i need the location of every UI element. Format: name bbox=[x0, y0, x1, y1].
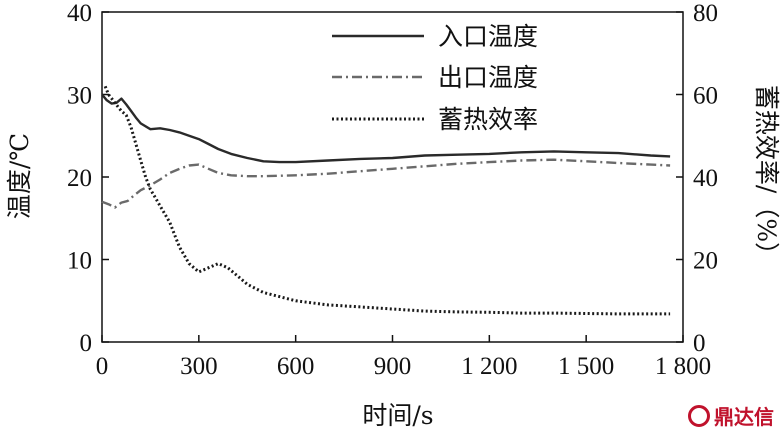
y-right-tick-label: 0 bbox=[693, 330, 706, 357]
y-left-tick-label: 0 bbox=[80, 330, 93, 357]
y-left-tick-label: 10 bbox=[67, 248, 92, 275]
x-tick-label: 300 bbox=[180, 353, 218, 380]
legend-label: 蓄热效率 bbox=[438, 105, 538, 134]
y-left-tick-label: 20 bbox=[67, 165, 92, 192]
plot-frame bbox=[101, 11, 684, 343]
x-tick-label: 600 bbox=[277, 353, 315, 380]
x-tick-label: 900 bbox=[374, 353, 412, 380]
y-right-tick-label: 20 bbox=[693, 248, 718, 275]
y-right-tick-label: 80 bbox=[693, 0, 718, 27]
y-left-tick-label: 30 bbox=[67, 83, 92, 110]
y-left-tick-label: 40 bbox=[67, 0, 92, 27]
x-tick-label: 0 bbox=[96, 353, 109, 380]
legend-label: 入口温度 bbox=[438, 22, 538, 51]
x-tick-label: 1 200 bbox=[461, 353, 517, 380]
watermark: 鼎达信 bbox=[688, 401, 774, 430]
x-tick-label: 1 500 bbox=[558, 353, 614, 380]
x-axis-title: 时间/s bbox=[362, 401, 433, 430]
legend-label: 出口温度 bbox=[438, 63, 538, 92]
y-right-tick-label: 60 bbox=[693, 83, 718, 110]
x-tick-label: 1 800 bbox=[655, 353, 711, 380]
y-axis-right-title: 蓄热效率/（%） bbox=[752, 85, 781, 267]
chart-series-layer bbox=[101, 85, 671, 316]
series-line-2 bbox=[101, 158, 671, 209]
watermark-text: 鼎达信 bbox=[714, 405, 774, 429]
watermark-logo-icon bbox=[688, 404, 710, 427]
y-right-tick-label: 40 bbox=[693, 165, 718, 192]
series-line-3 bbox=[103, 85, 671, 316]
chart-axes: 0 300 600 900 1 200 1 500 1 800010203040020406… bbox=[67, 0, 718, 380]
series-line-1 bbox=[101, 93, 671, 164]
y-axis-left-title: 温度/℃ bbox=[5, 133, 34, 219]
